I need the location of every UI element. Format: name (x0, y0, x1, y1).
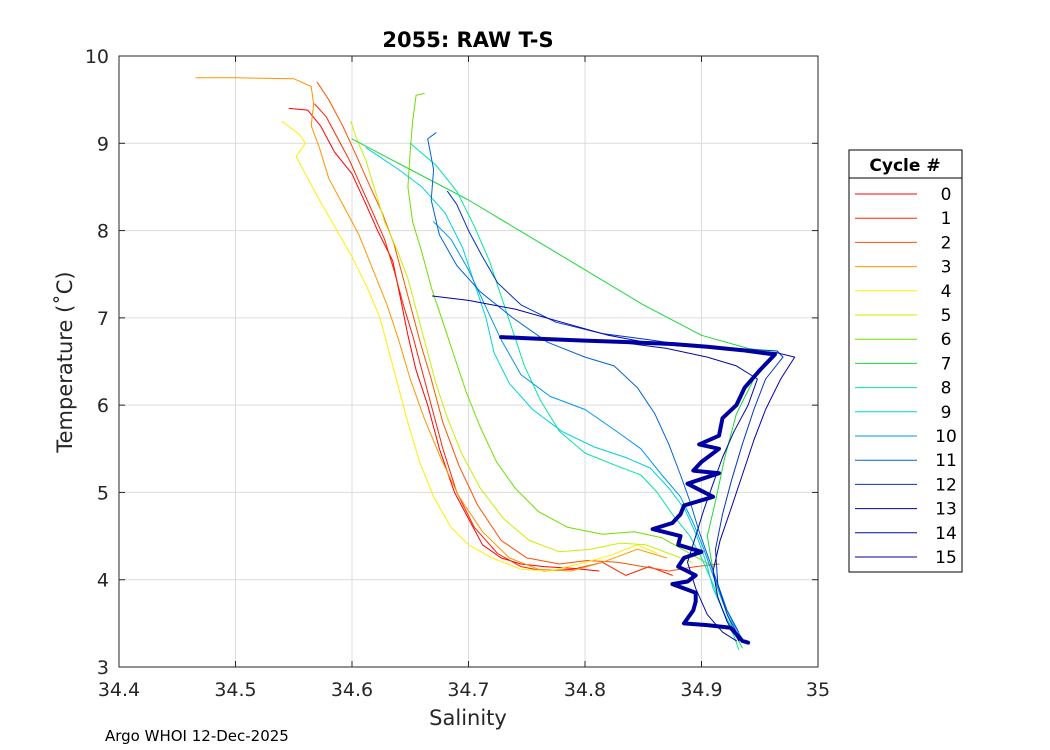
legend-label-cycle-6: 6 (941, 330, 952, 350)
series-line-cycle-0 (288, 107, 600, 572)
x-tick-label: 34.9 (680, 679, 722, 701)
y-tick-label: 8 (97, 221, 109, 243)
legend-title: Cycle # (869, 156, 940, 176)
series-line-cycle-3 (195, 77, 667, 572)
legend-box (848, 149, 963, 573)
x-axis-label: Salinity (429, 706, 507, 730)
series-line-cycle-11 (427, 132, 740, 633)
legend-label-cycle-5: 5 (941, 306, 952, 326)
x-tick-label: 34.8 (564, 679, 606, 701)
legend-label-cycle-9: 9 (941, 403, 952, 423)
y-tick-label: 10 (85, 46, 109, 68)
legend-label-cycle-1: 1 (941, 209, 952, 229)
series-line-cycle-9 (365, 147, 737, 637)
legend-label-cycle-4: 4 (941, 282, 952, 302)
legend-label-cycle-11: 11 (935, 451, 957, 471)
y-tick-label: 7 (97, 308, 109, 330)
legend-label-cycle-13: 13 (935, 500, 957, 520)
legend-label-cycle-0: 0 (941, 185, 952, 205)
series-line-cycle-4 (281, 121, 658, 572)
x-tick-label: 35 (806, 679, 830, 701)
series-line-cycle-1 (314, 103, 673, 576)
series-lines (195, 77, 796, 650)
series-line-cycle-6 (407, 93, 714, 568)
x-tick-label: 34.7 (447, 679, 489, 701)
legend-label-cycle-7: 7 (941, 354, 952, 374)
axis-ticks: 34.4 34.5 34.6 34.7 34.8 34.9 35 3 4 5 6 7 8 9 10 (85, 46, 830, 701)
y-axis-label: Temperature (˚C) (53, 271, 77, 453)
legend-label-cycle-3: 3 (941, 258, 952, 278)
x-tick-label: 34.5 (214, 679, 256, 701)
legend-label-cycle-10: 10 (935, 427, 957, 447)
x-tick-label: 34.4 (98, 679, 140, 701)
legend-label-cycle-14: 14 (935, 524, 957, 544)
series-line-cycle-12 (447, 190, 784, 637)
series-line-cycle-5 (350, 121, 693, 563)
legend-label-cycle-2: 2 (941, 233, 952, 253)
x-tick-label: 34.6 (331, 679, 373, 701)
series-line-cycle-15 (499, 335, 777, 645)
y-tick-label: 9 (97, 133, 109, 155)
y-tick-label: 5 (97, 482, 109, 504)
y-tick-label: 6 (97, 395, 109, 417)
y-tick-label: 3 (97, 657, 109, 679)
chart-title: 2055: RAW T-S (382, 28, 553, 52)
y-tick-label: 4 (97, 570, 109, 592)
footer-credit: Argo WHOI 12-Dec-2025 (105, 727, 289, 745)
legend-label-cycle-12: 12 (935, 475, 957, 495)
series-line-cycle-2 (316, 81, 720, 572)
legend-label-cycle-15: 15 (935, 548, 957, 568)
legend-label-cycle-8: 8 (941, 379, 952, 399)
series-line-cycle-13 (431, 295, 796, 642)
